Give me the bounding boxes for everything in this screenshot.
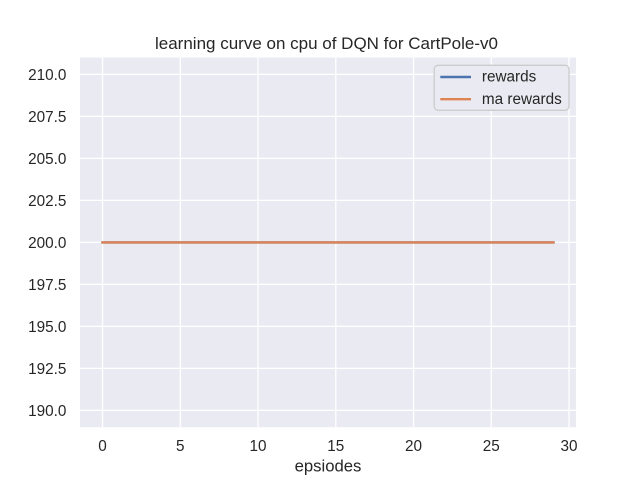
svg-text:190.0: 190.0 [28,403,66,420]
svg-text:ma rewards: ma rewards [482,91,562,108]
svg-text:210.0: 210.0 [28,67,66,84]
svg-text:learning curve on cpu of DQN f: learning curve on cpu of DQN for CartPol… [155,34,498,53]
svg-text:25: 25 [483,438,500,455]
svg-text:200.0: 200.0 [28,235,66,252]
svg-text:197.5: 197.5 [28,277,66,294]
svg-text:epsiodes: epsiodes [295,456,362,475]
svg-text:10: 10 [250,438,267,455]
svg-text:207.5: 207.5 [28,109,66,126]
svg-text:205.0: 205.0 [28,151,66,168]
svg-text:20: 20 [405,438,422,455]
svg-text:5: 5 [176,438,185,455]
svg-text:rewards: rewards [482,69,537,86]
svg-text:192.5: 192.5 [28,361,66,378]
svg-text:0: 0 [98,438,107,455]
svg-text:195.0: 195.0 [28,319,66,336]
svg-text:30: 30 [560,438,577,455]
svg-text:15: 15 [327,438,344,455]
svg-text:202.5: 202.5 [28,193,66,210]
